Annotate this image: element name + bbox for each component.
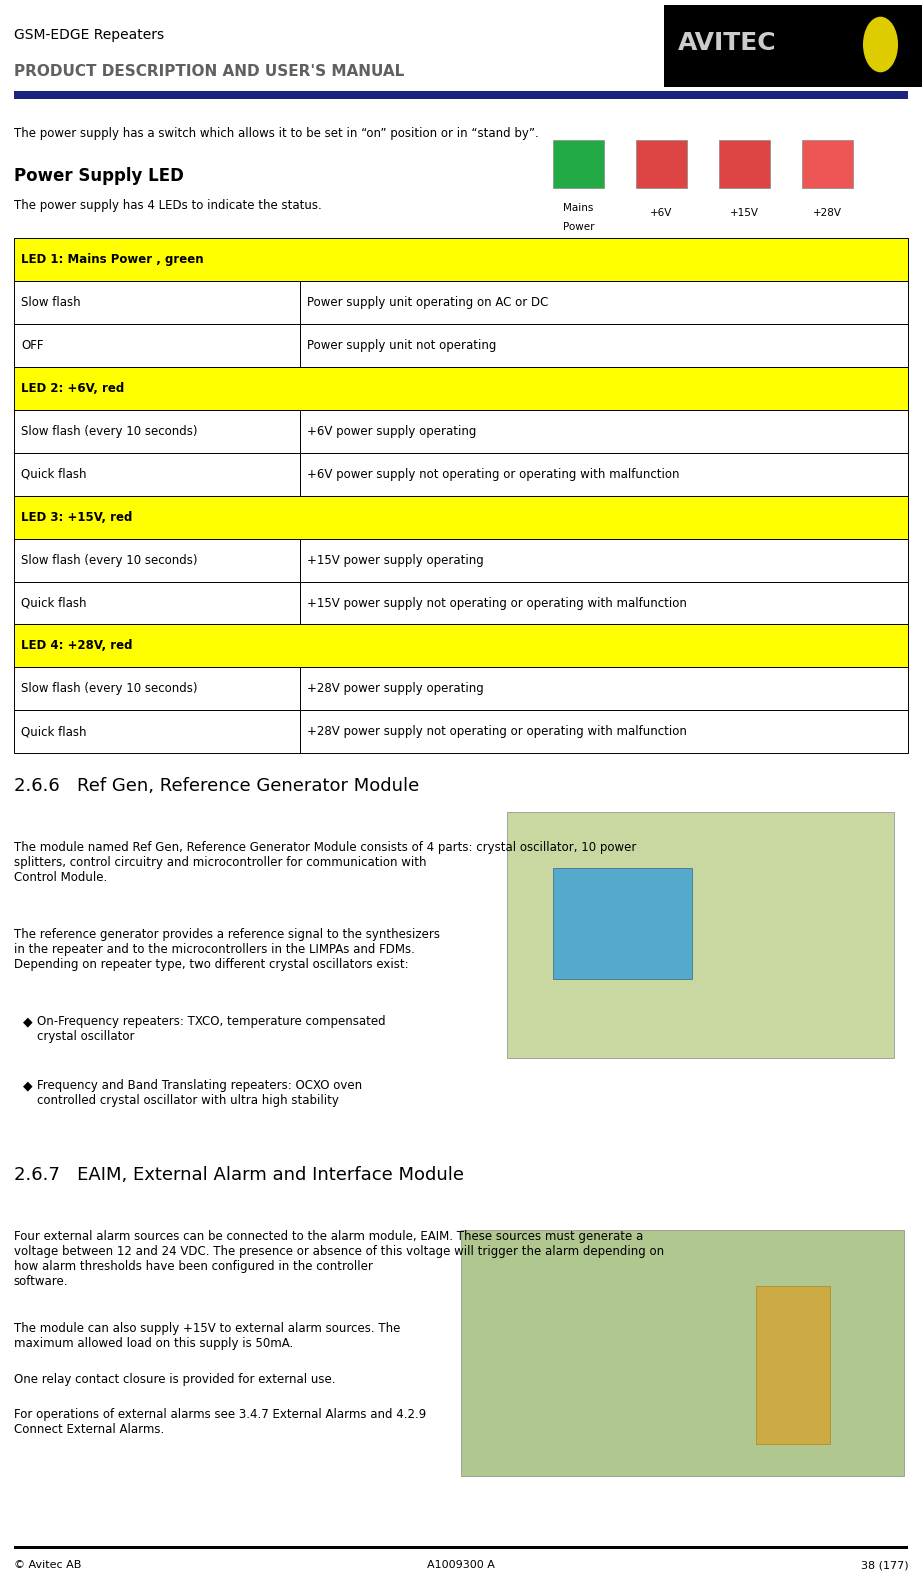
Bar	[300, 667, 908, 710]
Text: OFF: OFF	[21, 338, 43, 353]
Text: Four external alarm sources can be connected to the alarm module, EAIM. These so: Four external alarm sources can be conne…	[14, 1230, 664, 1289]
Text: Quick flash: Quick flash	[21, 467, 87, 481]
Bar	[461, 1230, 904, 1476]
Text: © Avitec AB: © Avitec AB	[14, 1560, 81, 1570]
Text: LED 4: +28V, red: LED 4: +28V, red	[21, 639, 133, 653]
Text: +6V: +6V	[650, 208, 673, 218]
Bar	[719, 140, 770, 188]
Text: AVITEC: AVITEC	[678, 30, 776, 56]
Text: The power supply has 4 LEDs to indicate the status.: The power supply has 4 LEDs to indicate …	[14, 199, 322, 211]
Text: ◆: ◆	[23, 1015, 32, 1028]
Text: +6V power supply operating: +6V power supply operating	[307, 424, 477, 439]
Bar	[636, 140, 687, 188]
Text: +15V power supply operating: +15V power supply operating	[307, 553, 484, 567]
Bar	[300, 582, 908, 624]
Text: Power supply unit operating on AC or DC: Power supply unit operating on AC or DC	[307, 296, 549, 310]
Text: The power supply has a switch which allows it to be set in “on” position or in “: The power supply has a switch which allo…	[14, 127, 538, 140]
Bar	[300, 324, 908, 367]
Text: 38 (177): 38 (177)	[860, 1560, 908, 1570]
Bar	[14, 1546, 908, 1549]
Bar	[0, 0, 922, 92]
Bar	[14, 582, 300, 624]
Text: +6V power supply not operating or operating with malfunction: +6V power supply not operating or operat…	[307, 467, 680, 481]
Bar	[14, 410, 300, 453]
Text: Slow flash (every 10 seconds): Slow flash (every 10 seconds)	[21, 424, 197, 439]
Text: +28V: +28V	[813, 208, 842, 218]
Bar	[300, 453, 908, 496]
Bar	[14, 624, 908, 667]
Text: The reference generator provides a reference signal to the synthesizers
in the r: The reference generator provides a refer…	[14, 928, 440, 971]
Text: PRODUCT DESCRIPTION AND USER'S MANUAL: PRODUCT DESCRIPTION AND USER'S MANUAL	[14, 64, 404, 79]
Bar	[14, 367, 908, 410]
Bar	[300, 539, 908, 582]
Bar	[14, 91, 908, 99]
Bar	[14, 281, 300, 324]
Text: Slow flash (every 10 seconds): Slow flash (every 10 seconds)	[21, 553, 197, 567]
Bar	[507, 812, 894, 1058]
Text: A1009300 A: A1009300 A	[427, 1560, 495, 1570]
Text: For operations of external alarms see 3.4.7 External Alarms and 4.2.9
Connect Ex: For operations of external alarms see 3.…	[14, 1408, 426, 1436]
Text: GSM-EDGE Repeaters: GSM-EDGE Repeaters	[14, 29, 164, 41]
Text: LED 3: +15V, red: LED 3: +15V, red	[21, 510, 133, 524]
Bar	[553, 868, 692, 979]
Bar	[802, 140, 853, 188]
Text: Mains: Mains	[563, 203, 594, 213]
Text: Quick flash: Quick flash	[21, 725, 87, 739]
Text: +28V power supply operating: +28V power supply operating	[307, 682, 484, 696]
Bar	[300, 710, 908, 753]
Text: On-Frequency repeaters: TXCO, temperature compensated
crystal oscillator: On-Frequency repeaters: TXCO, temperatur…	[37, 1015, 385, 1044]
Bar	[14, 667, 300, 710]
Text: LED 2: +6V, red: LED 2: +6V, red	[21, 381, 124, 396]
Text: Power Supply LED: Power Supply LED	[14, 167, 183, 184]
Text: One relay contact closure is provided for external use.: One relay contact closure is provided fo…	[14, 1373, 336, 1386]
Bar	[664, 5, 922, 87]
Text: +15V: +15V	[730, 208, 759, 218]
Text: Power supply unit not operating: Power supply unit not operating	[307, 338, 497, 353]
Bar	[300, 281, 908, 324]
Text: 2.6.6   Ref Gen, Reference Generator Module: 2.6.6 Ref Gen, Reference Generator Modul…	[14, 777, 420, 794]
Bar	[14, 324, 300, 367]
Text: Quick flash: Quick flash	[21, 596, 87, 610]
Text: +15V power supply not operating or operating with malfunction: +15V power supply not operating or opera…	[307, 596, 687, 610]
Bar	[14, 496, 908, 539]
Text: The module can also supply +15V to external alarm sources. The
maximum allowed l: The module can also supply +15V to exter…	[14, 1322, 400, 1351]
Text: Power: Power	[562, 222, 595, 232]
Text: 2.6.7   EAIM, External Alarm and Interface Module: 2.6.7 EAIM, External Alarm and Interface…	[14, 1166, 464, 1184]
Bar	[14, 453, 300, 496]
Bar	[300, 410, 908, 453]
Bar	[553, 140, 604, 188]
Text: LED 1: Mains Power , green: LED 1: Mains Power , green	[21, 253, 204, 267]
Ellipse shape	[863, 16, 898, 72]
Text: Slow flash: Slow flash	[21, 296, 81, 310]
Text: ◆: ◆	[23, 1079, 32, 1092]
Bar	[756, 1286, 830, 1444]
Text: The module named Ref Gen, Reference Generator Module consists of 4 parts: crysta: The module named Ref Gen, Reference Gene…	[14, 841, 636, 883]
Text: Slow flash (every 10 seconds): Slow flash (every 10 seconds)	[21, 682, 197, 696]
Bar	[14, 539, 300, 582]
Bar	[14, 238, 908, 281]
Text: Frequency and Band Translating repeaters: OCXO oven
controlled crystal oscillato: Frequency and Band Translating repeaters…	[37, 1079, 362, 1108]
Text: +28V power supply not operating or operating with malfunction: +28V power supply not operating or opera…	[307, 725, 687, 739]
Bar	[14, 710, 300, 753]
